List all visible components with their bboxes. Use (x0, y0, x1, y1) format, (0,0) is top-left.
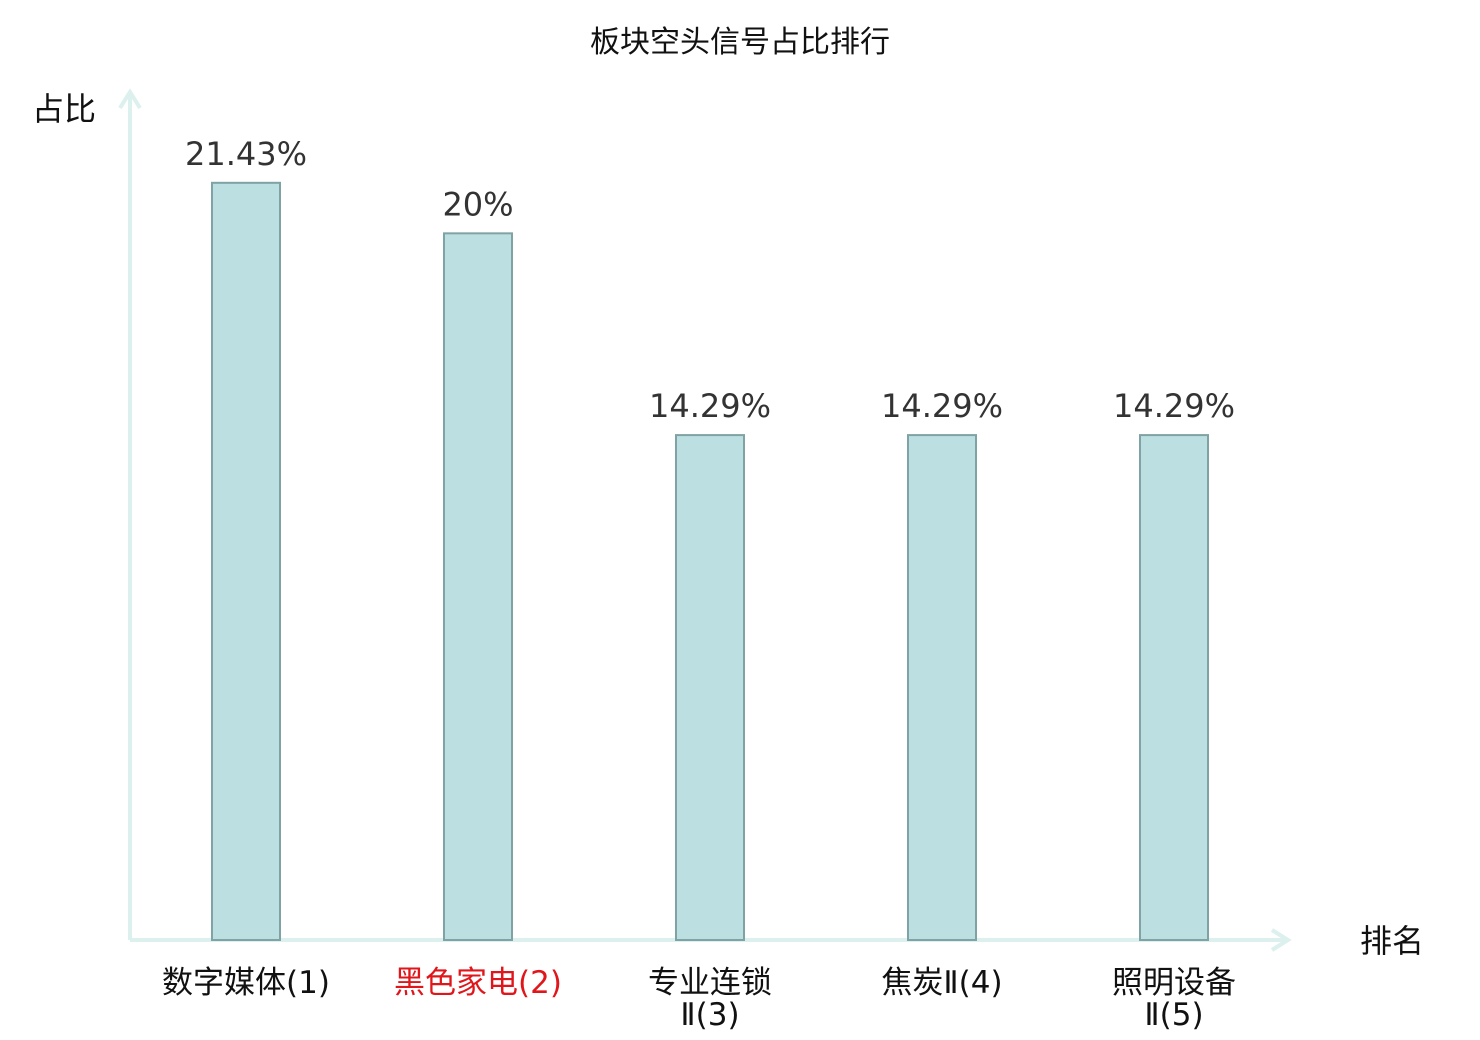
x-axis-arrow-icon (1270, 928, 1292, 952)
bar-value-label: 20% (442, 185, 513, 223)
y-axis-label: 占比 (32, 90, 96, 128)
bar-value-label: 14.29% (649, 387, 771, 425)
bar-value-label: 21.43% (185, 135, 307, 173)
x-tick-label: Ⅱ(3) (680, 997, 739, 1033)
bar (1139, 434, 1209, 941)
y-axis-arrow-icon (118, 88, 142, 110)
value-labels-group: 21.43% 20% 14.29% 14.29% 14.29% (185, 135, 1235, 425)
chart-title: 板块空头信号占比排行 (590, 25, 890, 60)
bar (675, 434, 745, 941)
bar (443, 232, 513, 942)
bar (907, 434, 977, 941)
bar-value-label: 14.29% (1113, 387, 1235, 425)
bar (211, 181, 281, 942)
x-tick-label: 焦炭Ⅱ(4) (881, 965, 1002, 1001)
bar-value-label: 14.29% (881, 387, 1003, 425)
x-tick-label: 黑色家电(2) (394, 965, 562, 1001)
x-tick-label: 照明设备 (1112, 965, 1236, 1001)
x-tick-label: Ⅱ(5) (1144, 997, 1203, 1033)
x-tick-label: 数字媒体(1) (162, 965, 330, 1001)
x-tick-label: 专业连锁 (648, 965, 772, 1001)
bars-group (211, 181, 1209, 942)
x-axis-label: 排名 (1360, 922, 1424, 960)
